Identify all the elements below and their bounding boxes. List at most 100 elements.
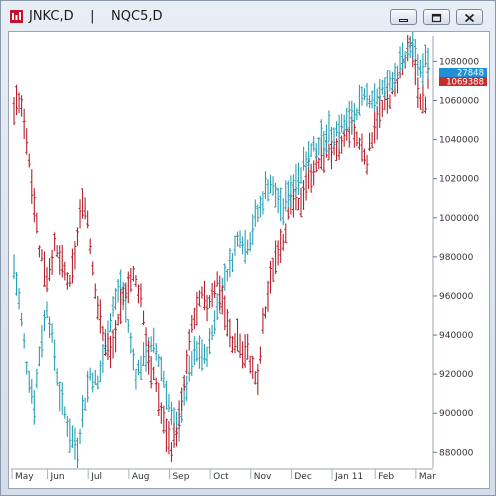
close-button[interactable] (456, 9, 483, 25)
chart-area[interactable]: May Jun Jul Aug Sep Oct Nov Dec Jan 11 Feb Mar 880… (8, 26, 490, 489)
ohlc-bar (360, 133, 364, 162)
ohlc-bar (20, 312, 24, 327)
ohlc-bar (116, 313, 120, 326)
ohlc-bar (225, 309, 229, 337)
ohlc-bar (12, 97, 16, 126)
ohlc-bar (53, 339, 57, 372)
ohlc-bar (144, 327, 148, 346)
ohlc-bar (210, 282, 214, 308)
minimize-icon (399, 19, 408, 22)
ohlc-bar (70, 425, 74, 449)
x-tick-label: Mar (419, 472, 436, 482)
ohlc-bar (365, 154, 369, 175)
ohlc-bar (172, 422, 176, 448)
ohlc-bar (340, 113, 344, 133)
ohlc-bar (319, 119, 323, 149)
ohlc-bar (291, 174, 295, 189)
ohlc-bar (25, 361, 29, 375)
ohlc-bar (324, 124, 328, 155)
ohlc-bar (276, 187, 280, 213)
ohlc-bar (116, 279, 120, 303)
ohlc-bar (228, 318, 232, 348)
ohlc-bar (142, 310, 146, 326)
ohlc-bar (190, 351, 194, 377)
minimize-button[interactable] (390, 9, 417, 25)
ohlc-bar (307, 141, 311, 169)
ohlc-bar (246, 239, 250, 255)
ohlc-bar (218, 275, 222, 310)
ohlc-bar (182, 375, 186, 392)
ohlc-bar (88, 238, 92, 255)
ohlc-bar (393, 62, 397, 87)
ohlc-bar (86, 210, 90, 229)
ohlc-bar (114, 320, 118, 353)
ohlc-bar (157, 354, 161, 367)
ohlc-bar (58, 245, 62, 275)
ohlc-bar (40, 249, 44, 262)
ohlc-bar (426, 47, 430, 79)
ohlc-bar (106, 332, 110, 361)
ohlc-bar (35, 212, 39, 234)
ohlc-bar (317, 137, 321, 156)
ohlc-bar (88, 367, 92, 381)
y-tick-label: 940000 (439, 331, 474, 341)
ohlc-bar (208, 328, 212, 355)
ohlc-bar (380, 79, 384, 95)
ohlc-bar (373, 111, 377, 144)
ohlc-bar (65, 272, 69, 290)
ohlc-bar (329, 126, 333, 143)
ohlc-bar (312, 136, 316, 152)
ohlc-bar (230, 253, 234, 272)
ohlc-bar (109, 313, 113, 332)
chart-app-icon (10, 10, 23, 23)
ohlc-bar (129, 332, 133, 354)
ohlc-bar (131, 265, 135, 282)
ohlc-bar (131, 348, 135, 371)
y-tick-label: 1000000 (439, 214, 479, 224)
ohlc-bar (30, 169, 34, 204)
ohlc-bar (78, 428, 82, 445)
ohlc-bar (180, 387, 184, 412)
ohlc-bar (286, 206, 290, 220)
ohlc-bar (75, 227, 79, 246)
jnkc-price-badge (439, 68, 487, 77)
ohlc-bar (142, 342, 146, 366)
ohlc-bar (20, 95, 24, 117)
price-chart[interactable]: May Jun Jul Aug Sep Oct Nov Dec Jan 11 Feb Mar 880… (9, 26, 489, 488)
ohlc-bar (271, 257, 275, 282)
ohlc-bar (202, 280, 206, 311)
ohlc-bar (223, 295, 227, 331)
price-badges: 27848 1069388 (439, 68, 487, 88)
ohlc-bar (370, 90, 374, 109)
title-bar[interactable]: JNKC,D | NQC5,D (1, 1, 495, 31)
ohlc-bar (261, 191, 265, 215)
ohlc-bar (103, 332, 107, 357)
ohlc-bar (195, 340, 199, 362)
y-axis: 880000 900000 920000 940000 960000 980000 1000… (432, 36, 479, 468)
ohlc-bar (27, 153, 31, 168)
ohlc-bar (68, 275, 72, 287)
ohlc-bar (93, 283, 97, 299)
ohlc-bar (413, 58, 417, 86)
ohlc-bar (73, 427, 77, 460)
y-tick-label: 1060000 (439, 97, 479, 107)
ohlc-bar (284, 180, 288, 212)
ohlc-bar (139, 355, 143, 380)
ohlc-bar (154, 343, 158, 361)
ohlc-bar (332, 127, 336, 145)
ohlc-bar (129, 267, 133, 293)
ohlc-bar (281, 233, 285, 251)
ohlc-bar (406, 43, 410, 59)
ohlc-bar (35, 368, 39, 389)
maximize-button[interactable] (423, 9, 450, 25)
ohlc-bar (157, 382, 161, 417)
ohlc-bar (83, 397, 87, 411)
ohlc-bar (342, 114, 346, 134)
y-tick-label: 1020000 (439, 175, 479, 185)
ohlc-bar (246, 333, 250, 360)
ohlc-bar (368, 95, 372, 109)
ohlc-bar (421, 53, 425, 86)
ohlc-bar (256, 364, 260, 396)
ohlc-bar (299, 187, 303, 218)
